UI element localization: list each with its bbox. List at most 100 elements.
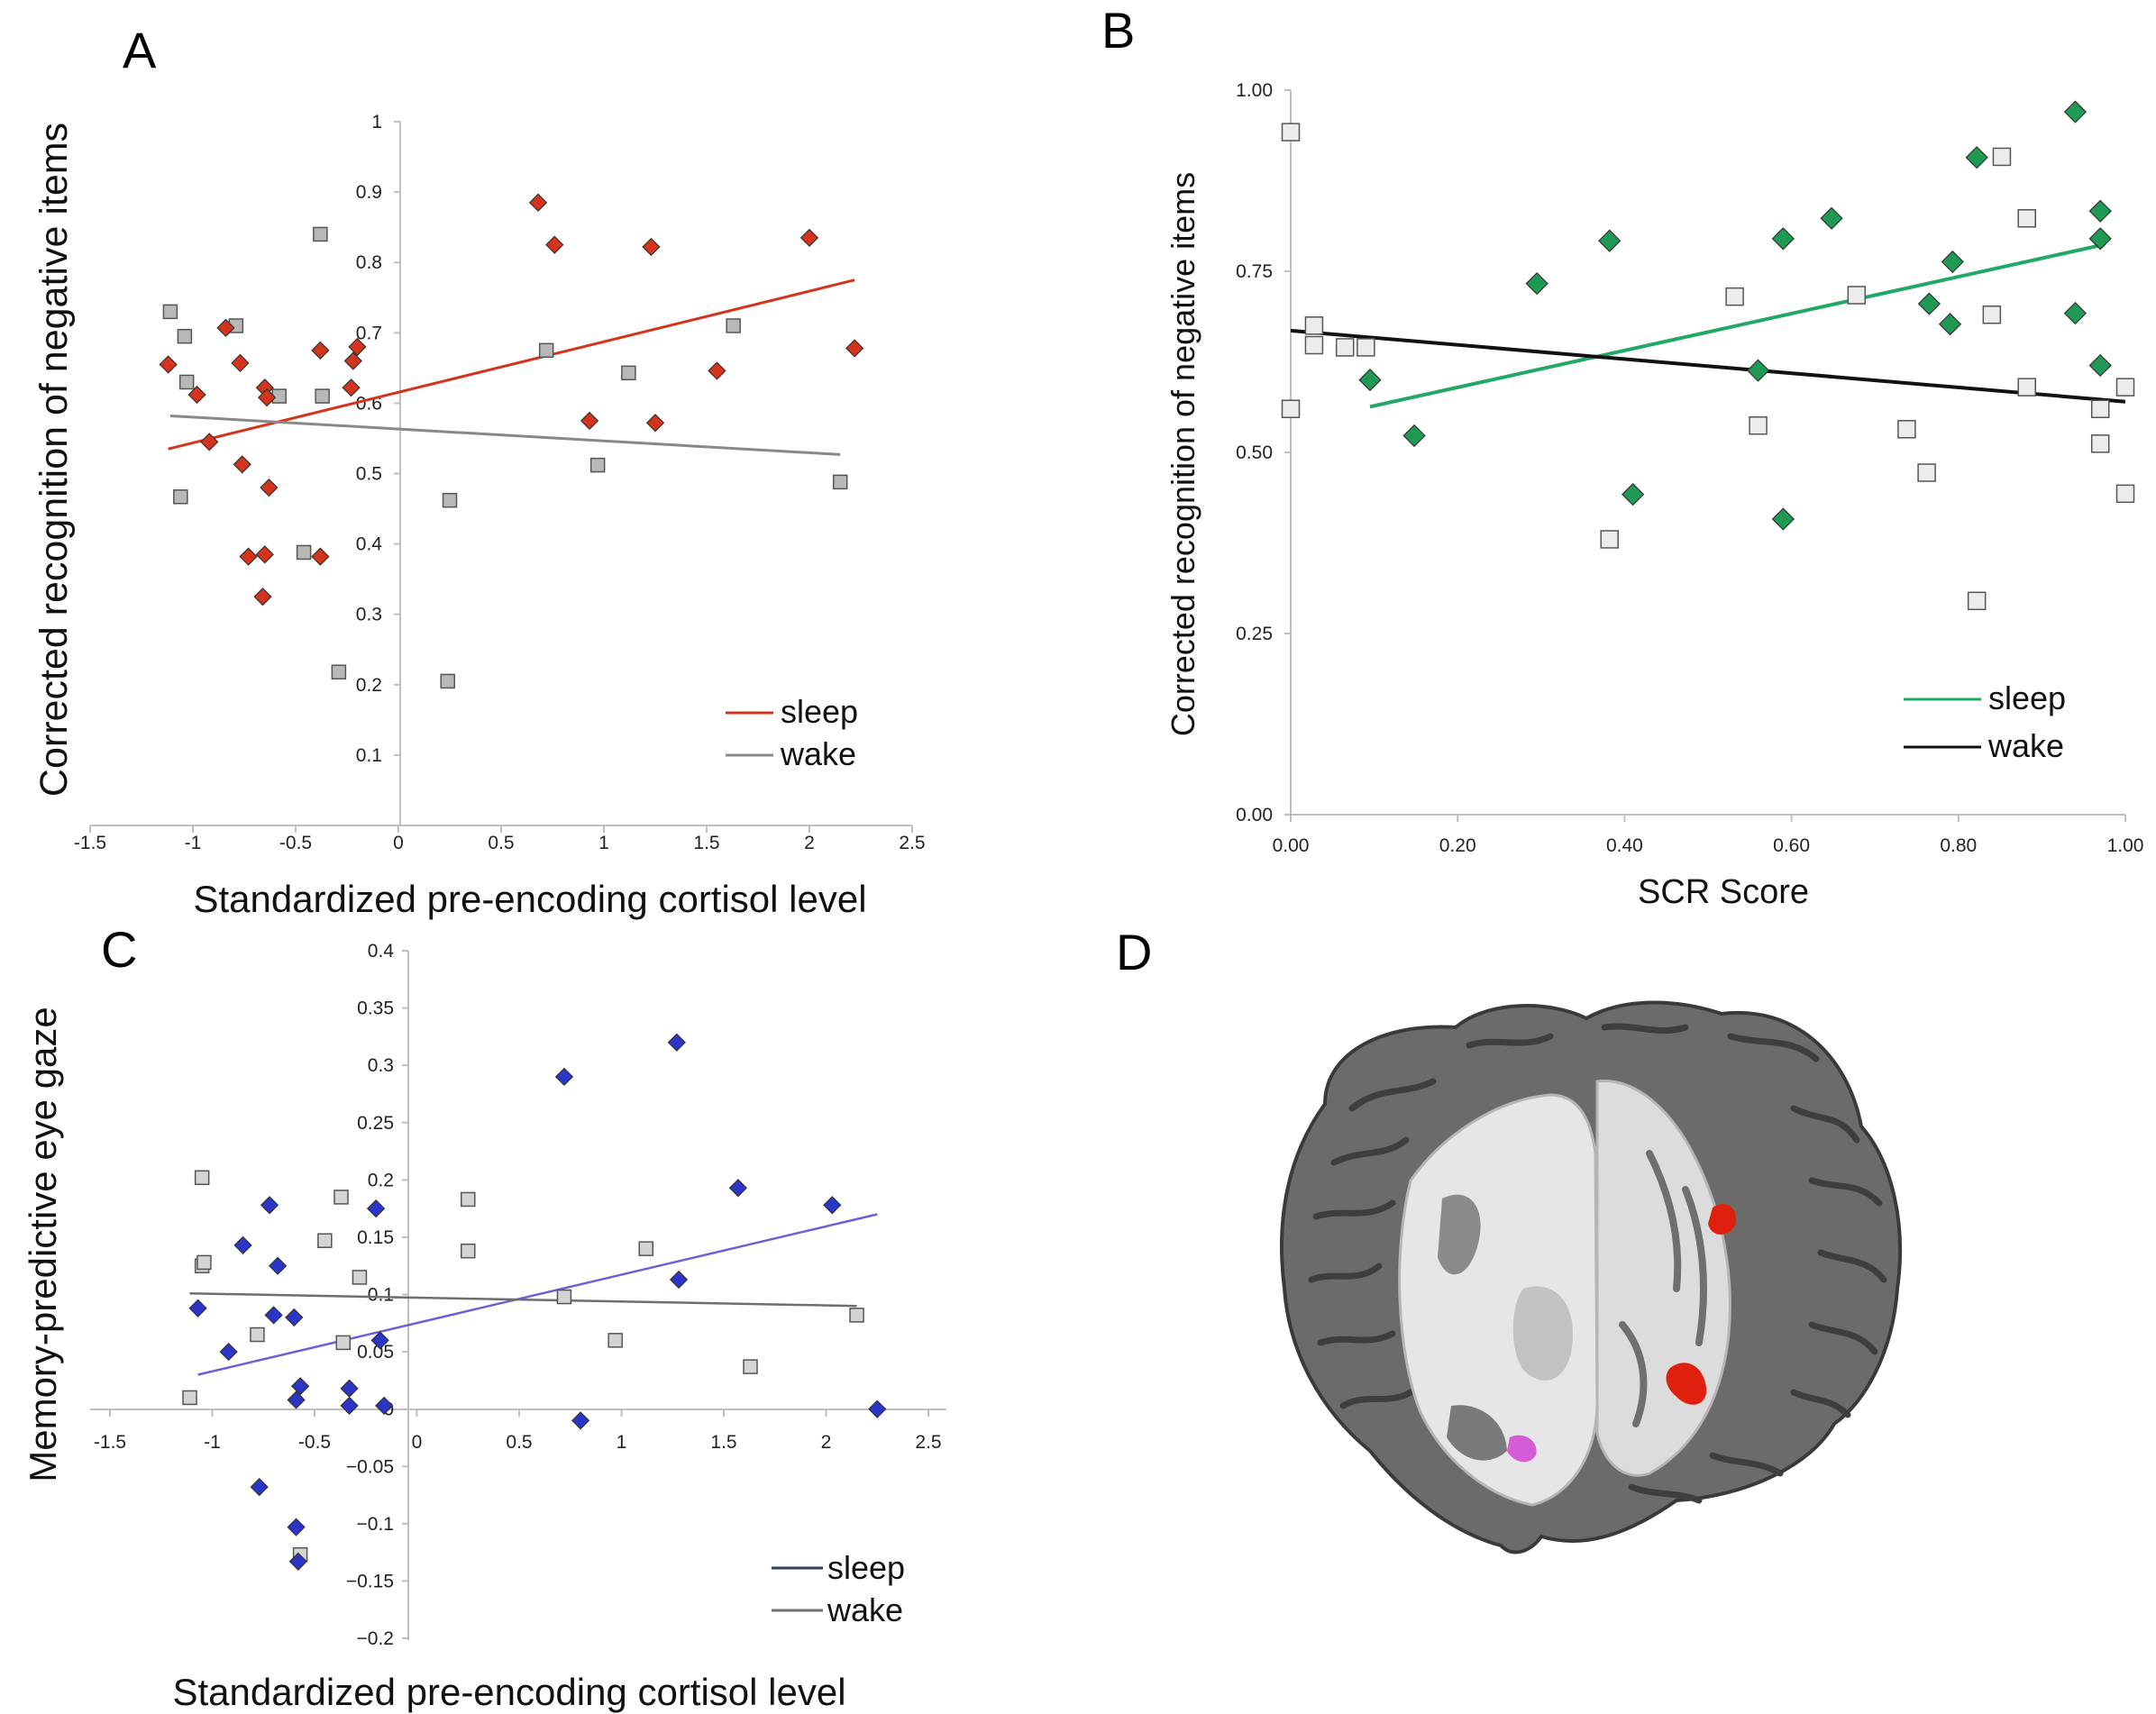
chart-a-ytick-label: 0.8 xyxy=(356,252,382,273)
chart-a: -1.5 -1 -0.5 0 0.5 1 1.5 2 2.5 0.1 0.2 0.3 0.4 0.5 0.… xyxy=(32,112,926,920)
chart-b-point-sleep xyxy=(1525,272,1548,296)
chart-a-xtick-label: 2 xyxy=(804,833,815,853)
chart-a-x-title: Standardized pre-encoding cortisol level xyxy=(193,878,866,920)
chart-b-point-sleep xyxy=(2088,353,2112,378)
chart-b-point-sleep xyxy=(1771,507,1795,531)
chart-c-ytick-label: 0.05 xyxy=(357,1342,394,1363)
chart-b-point-sleep xyxy=(1402,424,1426,448)
chart-b-ytick-label: 0.75 xyxy=(1236,261,1273,282)
panel-letter-c: C xyxy=(101,921,137,978)
chart-b-point-sleep xyxy=(2063,302,2087,325)
chart-a-xtick-label: 2.5 xyxy=(899,833,925,853)
chart-a-point-sleep xyxy=(187,385,206,405)
chart-c-point-sleep xyxy=(250,1477,269,1497)
chart-b-point-wake xyxy=(2090,399,2110,419)
chart-c-point-sleep xyxy=(340,1379,359,1398)
chart-b-point-wake xyxy=(1992,147,2012,167)
chart-a-ytick-label: 0.4 xyxy=(356,534,383,555)
chart-b: 0.00 0.20 0.40 0.60 0.80 1.00 0.00 0.25 0.50 0.7… xyxy=(1165,80,2143,911)
brain-left-gray-3 xyxy=(1447,1405,1507,1461)
chart-c-point-sleep xyxy=(290,1377,310,1396)
chart-c-xtick-label: -1.5 xyxy=(94,1432,126,1453)
chart-b-point-wake xyxy=(2017,209,2036,228)
chart-b-point-sleep xyxy=(1938,313,1962,336)
chart-c-ytick-label: 0.1 xyxy=(368,1285,394,1306)
chart-a-point-sleep xyxy=(580,411,599,431)
chart-c-point-sleep xyxy=(288,1552,307,1571)
chart-c: -1.5 -1 -0.5 0 0.5 1 1.5 2 2.5 −0.2 −0.15 −0.1 −0.0… xyxy=(22,941,946,1713)
chart-c-xtick-label: -0.5 xyxy=(298,1432,331,1453)
chart-b-ytick-label: 1.00 xyxy=(1236,80,1273,101)
chart-c-point-wake xyxy=(335,1335,352,1351)
chart-a-point-sleep xyxy=(216,318,235,337)
chart-a-xtick-label: -0.5 xyxy=(279,833,312,853)
panel-letter-a: A xyxy=(123,22,157,78)
chart-c-point-sleep xyxy=(260,1196,279,1215)
chart-b-point-sleep xyxy=(1358,368,1382,392)
chart-a-trend-sleep xyxy=(168,278,855,451)
chart-b-legend-wake: wake xyxy=(1987,727,2064,764)
chart-a-point-wake xyxy=(162,304,178,320)
chart-c-point-sleep xyxy=(375,1396,394,1416)
chart-a-point-sleep xyxy=(528,193,548,212)
chart-a-y-title: Corrected recognition of negative items xyxy=(32,123,76,797)
chart-b-point-sleep xyxy=(1771,227,1795,251)
chart-a-point-wake xyxy=(313,226,328,242)
chart-b-x-title: SCR Score xyxy=(1638,873,1809,911)
chart-b-point-wake xyxy=(1304,316,1324,335)
chart-a-legend: sleep wake xyxy=(726,693,858,772)
chart-c-point-sleep xyxy=(370,1331,389,1350)
chart-c-ytick-label: 0.4 xyxy=(368,941,395,962)
chart-a-point-sleep xyxy=(311,341,330,360)
chart-c-point-sleep xyxy=(669,1270,689,1290)
chart-c-ytick-label: −0.2 xyxy=(357,1628,394,1649)
chart-b-point-sleep xyxy=(1941,250,1964,274)
chart-c-point-sleep xyxy=(571,1411,590,1430)
brain-mri-rendering-icon xyxy=(1280,1000,1903,1554)
chart-b-ytick-label: 0.25 xyxy=(1236,624,1273,644)
chart-a-ytick-label: 0.3 xyxy=(356,605,382,625)
chart-c-y-title: Memory-predictive eye gaze xyxy=(22,1007,64,1482)
chart-a-point-wake xyxy=(177,328,193,344)
chart-a-xtick-label: 1 xyxy=(598,833,609,853)
chart-c-ytick-label: −0.15 xyxy=(346,1571,394,1591)
chart-b-point-wake xyxy=(1281,399,1301,419)
chart-a-point-sleep xyxy=(311,547,330,566)
chart-a-point-sleep xyxy=(239,547,258,566)
chart-c-trend-wake xyxy=(189,1291,857,1308)
chart-a-point-sleep xyxy=(348,337,367,357)
chart-b-xtick-label: 0.60 xyxy=(1773,835,1810,856)
chart-b-trend-sleep xyxy=(1369,242,2106,409)
chart-b-point-wake xyxy=(1917,463,1936,482)
brain-left-gray-1 xyxy=(1438,1194,1481,1275)
chart-c-point-wake xyxy=(250,1327,265,1343)
chart-b-point-wake xyxy=(1600,530,1619,549)
chart-c-xtick-label: 0 xyxy=(412,1432,423,1453)
chart-a-ytick-label: 0.2 xyxy=(356,675,382,696)
chart-c-point-sleep xyxy=(285,1308,304,1327)
panel-letter-d: D xyxy=(1116,924,1152,980)
chart-a-point-sleep xyxy=(200,433,219,451)
chart-b-point-wake xyxy=(1897,420,1916,439)
chart-b-point-wake xyxy=(2090,434,2110,453)
chart-b-point-wake xyxy=(1335,338,1355,357)
chart-c-point-wake xyxy=(743,1359,758,1374)
chart-b-point-sleep xyxy=(1746,359,1770,382)
chart-a-xtick-label: -1 xyxy=(185,833,202,853)
chart-c-point-sleep xyxy=(823,1196,842,1215)
chart-c-xtick-label: 1 xyxy=(617,1432,627,1453)
chart-c-point-sleep xyxy=(233,1235,252,1254)
chart-c-point-sleep xyxy=(268,1256,288,1275)
chart-a-point-wake xyxy=(589,457,606,473)
panel-letter-b: B xyxy=(1101,2,1135,59)
chart-a-point-wake xyxy=(178,374,195,390)
chart-a-point-sleep xyxy=(233,455,251,474)
chart-c-point-wake xyxy=(196,1254,212,1271)
chart-b-point-wake xyxy=(1982,305,2002,324)
chart-a-point-sleep xyxy=(342,378,361,397)
chart-c-point-sleep xyxy=(264,1306,283,1325)
chart-a-point-wake xyxy=(173,489,188,505)
chart-a-point-wake xyxy=(315,388,330,404)
chart-b-point-sleep xyxy=(1917,292,1941,315)
